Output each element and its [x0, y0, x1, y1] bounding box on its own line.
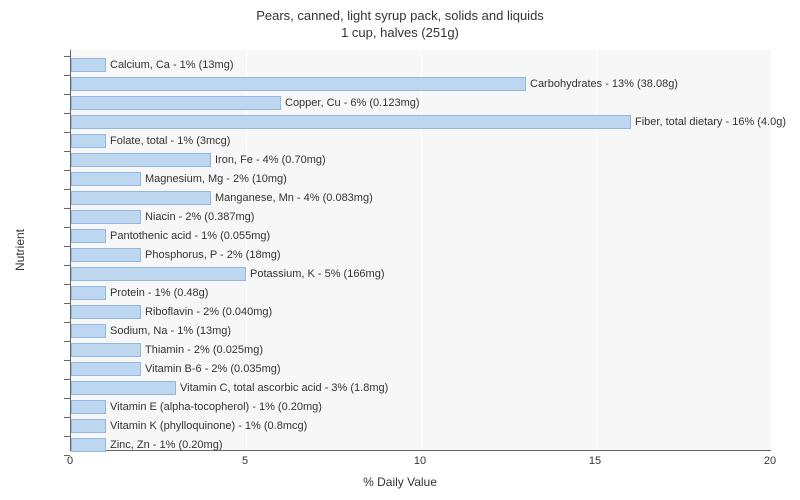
nutrient-bar: [71, 305, 141, 319]
gridline: [421, 50, 422, 450]
nutrient-label: Vitamin E (alpha-tocopherol) - 1% (0.20m…: [106, 400, 322, 414]
nutrient-label: Protein - 1% (0.48g): [106, 286, 208, 300]
nutrient-bar: [71, 381, 176, 395]
nutrient-label: Copper, Cu - 6% (0.123mg): [281, 96, 420, 110]
y-tick: [64, 341, 70, 342]
nutrient-bar: [71, 438, 106, 452]
gridline: [596, 50, 597, 450]
nutrient-label: Vitamin C, total ascorbic acid - 3% (1.8…: [176, 381, 388, 395]
nutrient-bar: [71, 58, 106, 72]
chart-title-line2: 1 cup, halves (251g): [0, 25, 800, 42]
nutrient-bar: [71, 248, 141, 262]
nutrient-chart: Pears, canned, light syrup pack, solids …: [0, 0, 800, 500]
x-tick-label: 5: [242, 455, 248, 467]
plot-area: Calcium, Ca - 1% (13mg) Carbohydrates - 1…: [70, 50, 771, 451]
nutrient-bar: [71, 77, 526, 91]
nutrient-label: Carbohydrates - 13% (38.08g): [526, 77, 678, 91]
nutrient-bar: [71, 96, 281, 110]
nutrient-label: Iron, Fe - 4% (0.70mg): [211, 153, 326, 167]
nutrient-label: Riboflavin - 2% (0.040mg): [141, 305, 272, 319]
nutrient-bar: [71, 115, 631, 129]
nutrient-bar: [71, 172, 141, 186]
nutrient-bar: [71, 419, 106, 433]
nutrient-bar: [71, 229, 106, 243]
nutrient-bar: [71, 286, 106, 300]
x-tick-label: 20: [764, 455, 776, 467]
nutrient-label: Vitamin B-6 - 2% (0.035mg): [141, 362, 281, 376]
y-tick: [64, 417, 70, 418]
nutrient-bar: [71, 134, 106, 148]
x-axis-title: % Daily Value: [363, 475, 437, 489]
nutrient-label: Vitamin K (phylloquinone) - 1% (0.8mcg): [106, 419, 307, 433]
nutrient-bar: [71, 343, 141, 357]
nutrient-bar: [71, 210, 141, 224]
nutrient-label: Manganese, Mn - 4% (0.083mg): [211, 191, 373, 205]
nutrient-bar: [71, 324, 106, 338]
nutrient-label: Thiamin - 2% (0.025mg): [141, 343, 263, 357]
y-tick: [64, 246, 70, 247]
nutrient-label: Sodium, Na - 1% (13mg): [106, 324, 231, 338]
gridline: [771, 50, 772, 450]
nutrient-label: Potassium, K - 5% (166mg): [246, 267, 385, 281]
y-tick: [64, 151, 70, 152]
y-tick: [64, 436, 70, 437]
y-tick: [64, 455, 70, 456]
y-tick: [64, 94, 70, 95]
nutrient-label: Fiber, total dietary - 16% (4.0g): [631, 115, 786, 129]
nutrient-bar: [71, 191, 211, 205]
nutrient-label: Folate, total - 1% (3mcg): [106, 134, 230, 148]
y-tick: [64, 170, 70, 171]
y-axis-title: Nutrient: [13, 229, 27, 271]
chart-title-line1: Pears, canned, light syrup pack, solids …: [0, 8, 800, 25]
y-tick: [64, 132, 70, 133]
y-tick: [64, 322, 70, 323]
nutrient-bar: [71, 362, 141, 376]
nutrient-bar: [71, 153, 211, 167]
nutrient-label: Magnesium, Mg - 2% (10mg): [141, 172, 287, 186]
nutrient-label: Phosphorus, P - 2% (18mg): [141, 248, 281, 262]
y-tick: [64, 113, 70, 114]
y-tick: [64, 398, 70, 399]
y-tick: [64, 75, 70, 76]
x-tick-label: 10: [414, 455, 426, 467]
y-tick: [64, 303, 70, 304]
nutrient-label: Pantothenic acid - 1% (0.055mg): [106, 229, 270, 243]
y-tick: [64, 189, 70, 190]
y-tick: [64, 208, 70, 209]
y-tick: [64, 360, 70, 361]
x-tick-label: 15: [589, 455, 601, 467]
nutrient-label: Calcium, Ca - 1% (13mg): [106, 58, 233, 72]
x-tick-label: 0: [67, 455, 73, 467]
nutrient-label: Niacin - 2% (0.387mg): [141, 210, 254, 224]
nutrient-bar: [71, 267, 246, 281]
y-tick: [64, 284, 70, 285]
nutrient-label: Zinc, Zn - 1% (0.20mg): [106, 438, 222, 452]
nutrient-bar: [71, 400, 106, 414]
chart-title: Pears, canned, light syrup pack, solids …: [0, 0, 800, 42]
y-tick: [64, 227, 70, 228]
y-tick: [64, 379, 70, 380]
y-tick: [64, 265, 70, 266]
y-tick: [64, 56, 70, 57]
